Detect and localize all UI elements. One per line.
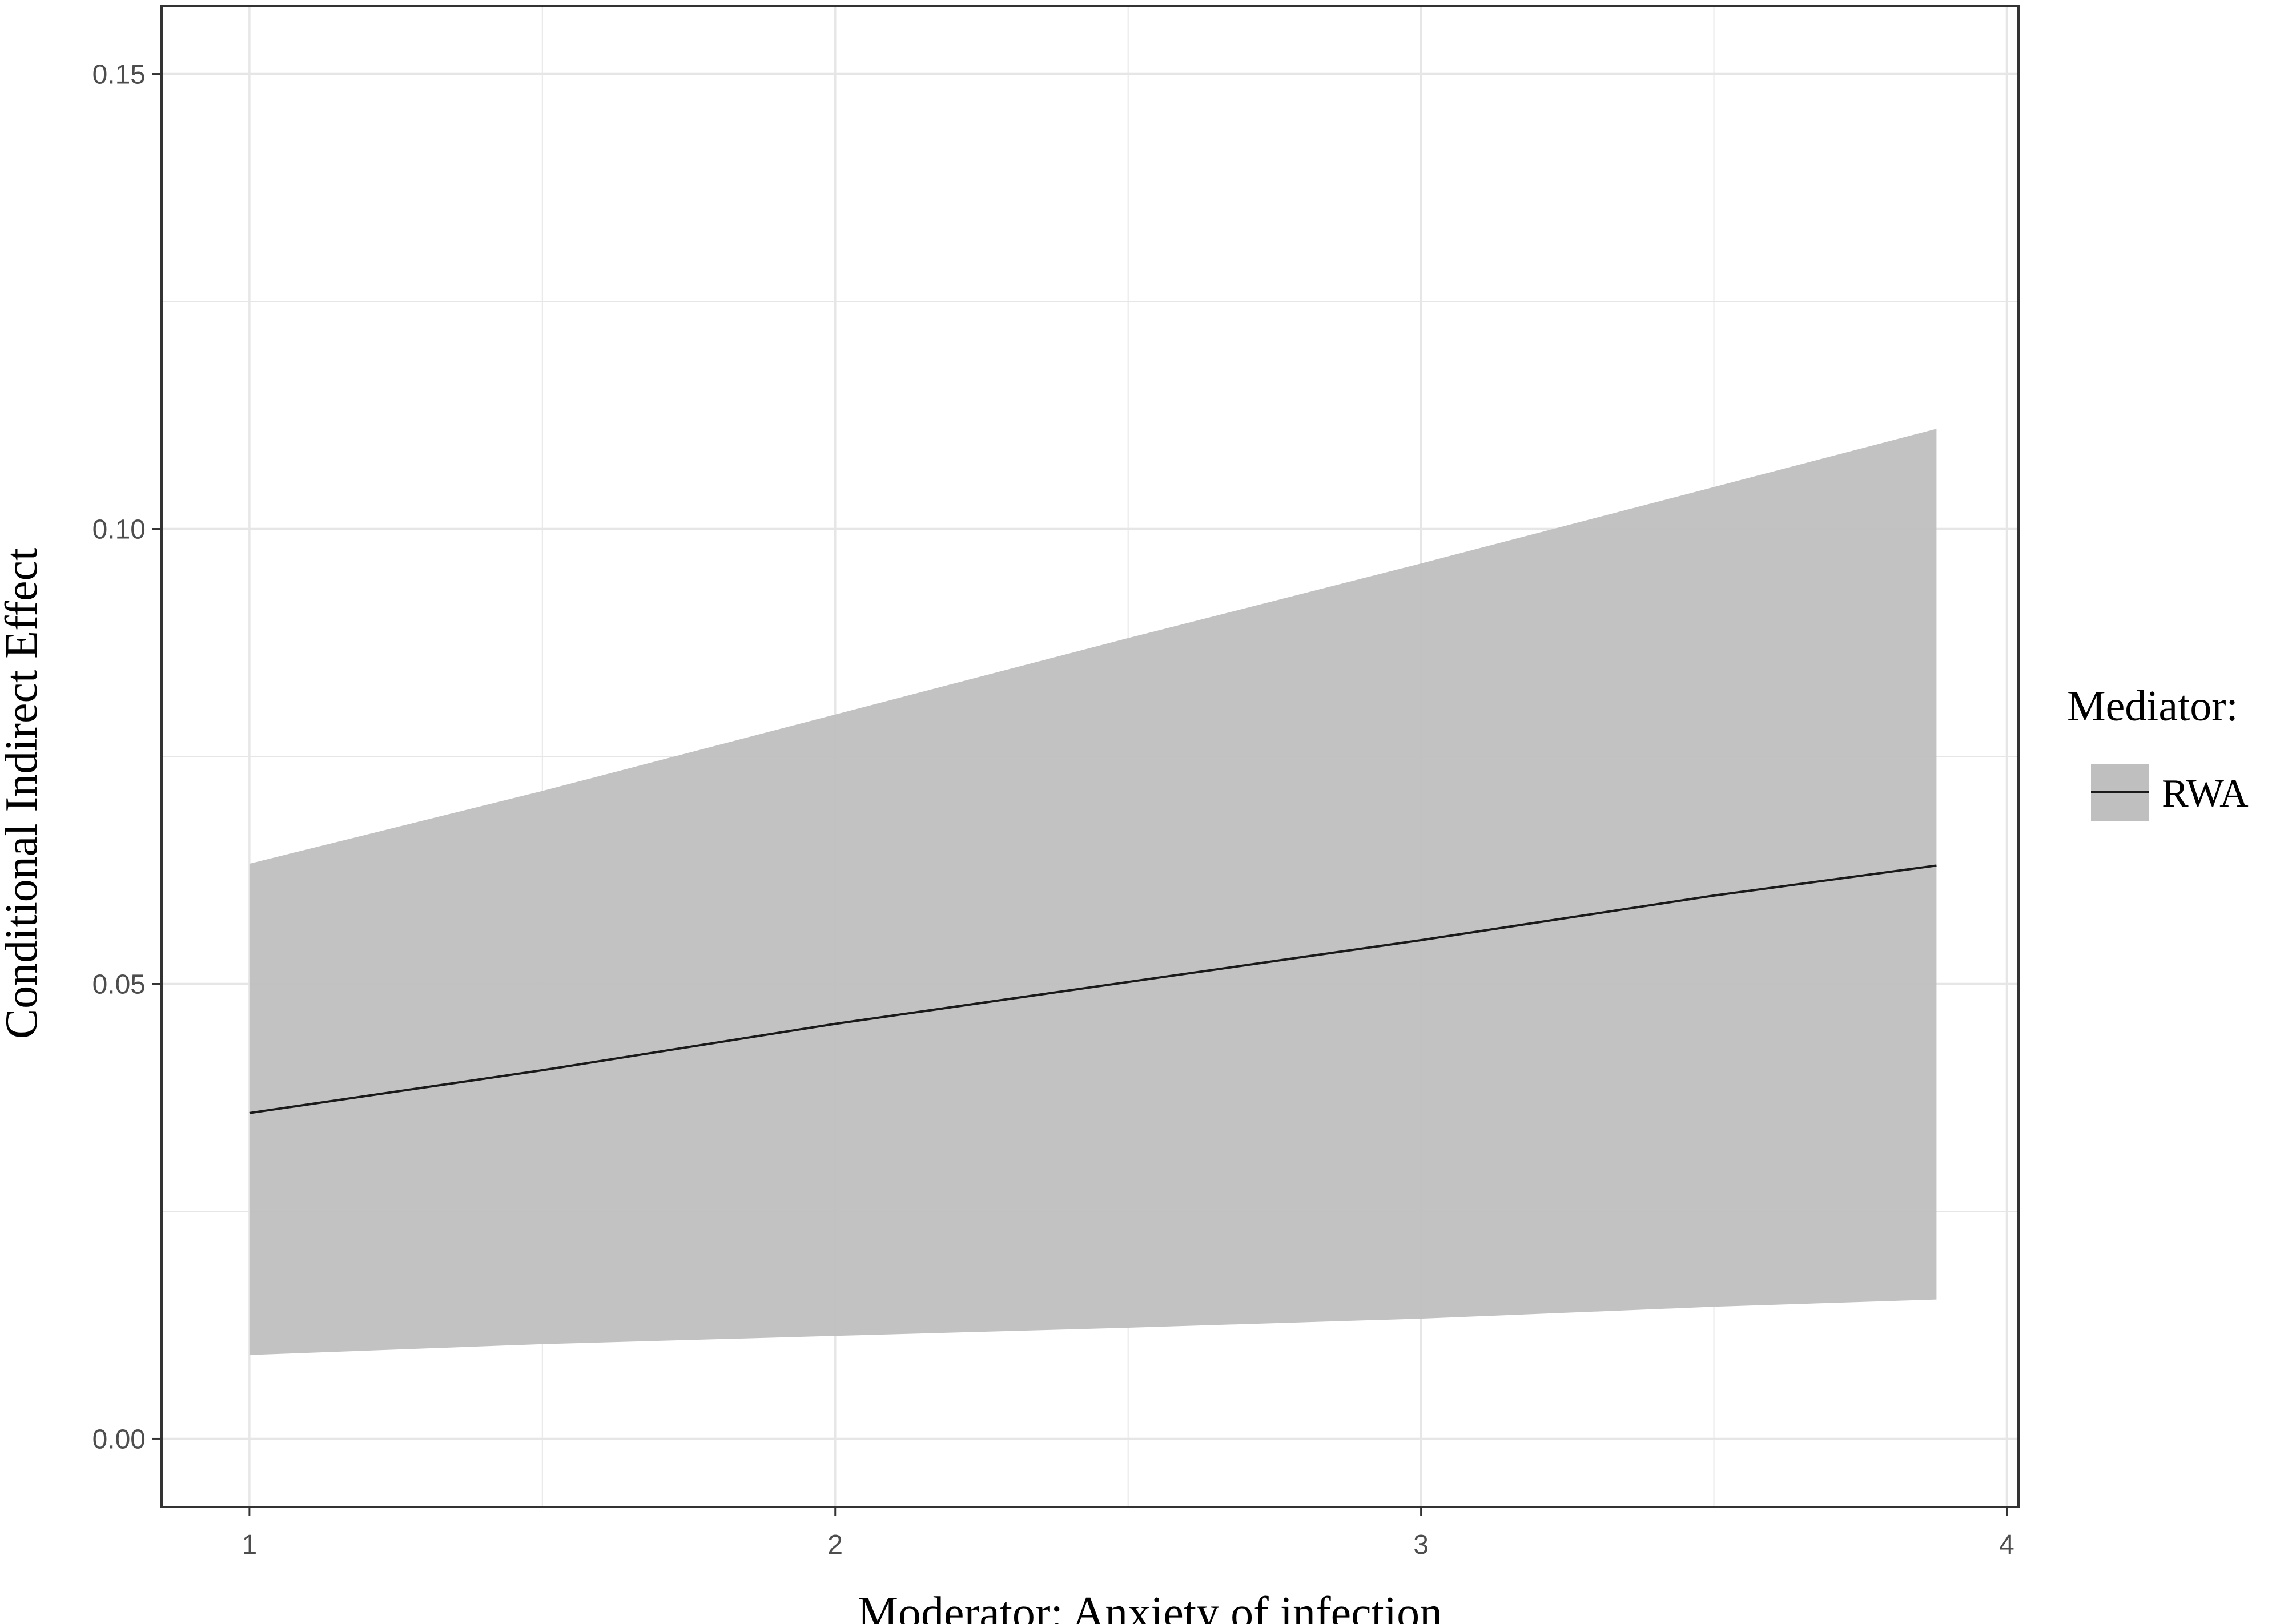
axes: 1 2 3 4 0.00 0.05 0.10 0.15 — [93, 60, 2014, 1560]
estimate-line-rwa — [249, 864, 1937, 1114]
x-tick-label: 4 — [1999, 1530, 2014, 1560]
y-tick-label: 0.15 — [93, 60, 146, 90]
legend-label-rwa: RWA — [2162, 772, 2249, 816]
x-tick-label: 3 — [1413, 1530, 1429, 1560]
x-tick-label: 1 — [242, 1530, 258, 1560]
panel-border — [160, 5, 2020, 1508]
legend: Mediator: RWA — [2067, 682, 2249, 821]
y-tick-label: 0.10 — [93, 515, 146, 545]
estimate-line-layer — [249, 864, 1937, 1114]
y-tick-label: 0.00 — [93, 1424, 146, 1454]
x-axis-title: Moderator: Anxiety of infection — [858, 1588, 1442, 1624]
confidence-band-rwa — [249, 429, 1937, 1355]
y-axis-title: Conditional Indirect Effect — [0, 548, 47, 1039]
legend-title: Mediator: — [2067, 682, 2238, 730]
confidence-band-layer — [249, 429, 1937, 1355]
y-tick-label: 0.05 — [93, 969, 146, 1000]
x-tick-label: 2 — [827, 1530, 843, 1560]
